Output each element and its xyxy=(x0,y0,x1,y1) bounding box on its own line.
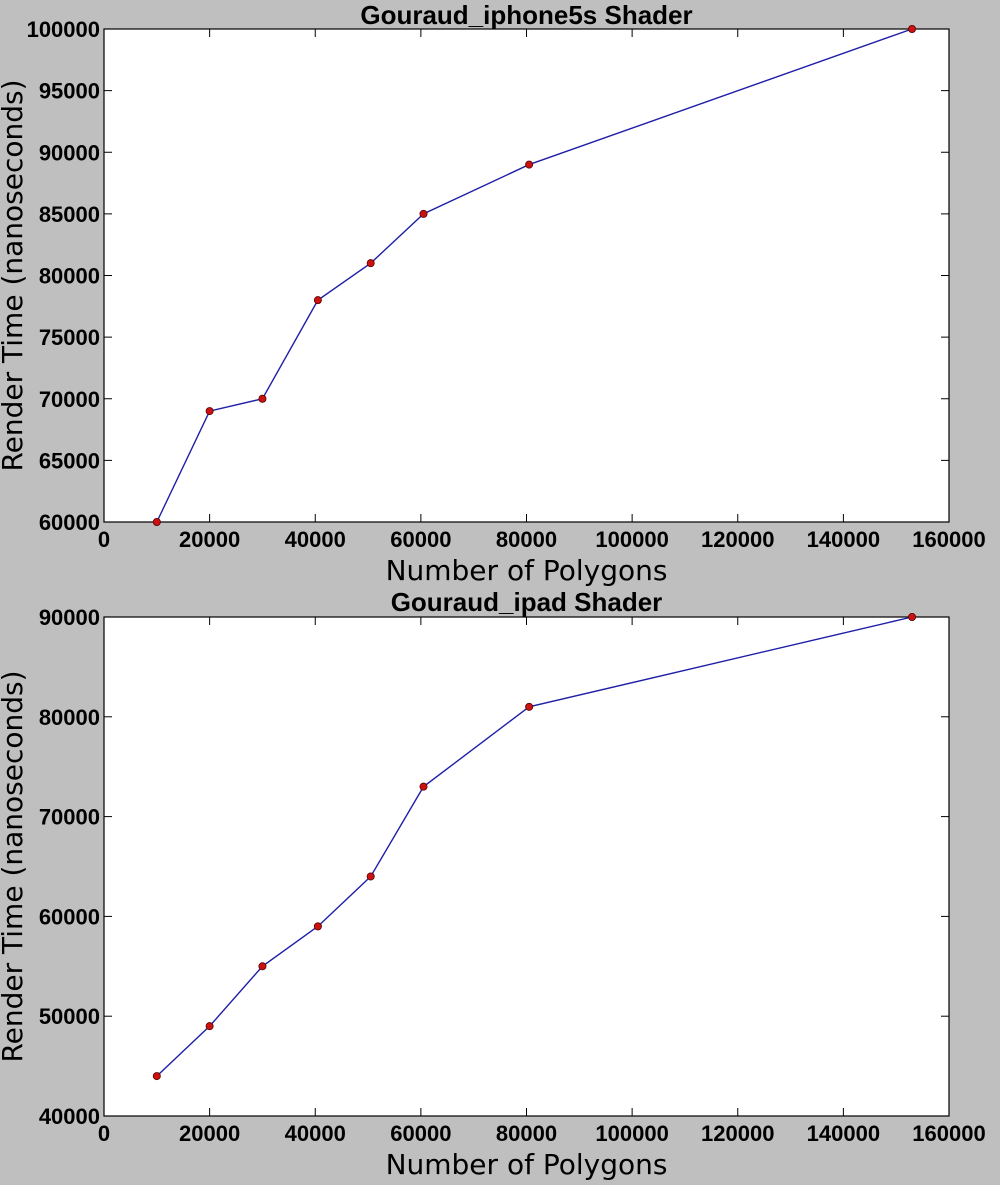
y-tick-label: 60000 xyxy=(39,904,100,929)
x-tick-label: 160000 xyxy=(912,1121,985,1146)
data-point xyxy=(258,962,267,971)
chart-title: Gouraud_iphone5s Shader xyxy=(360,0,692,30)
y-tick-label: 40000 xyxy=(39,1104,100,1129)
x-tick-label: 140000 xyxy=(807,1121,880,1146)
data-point xyxy=(258,394,267,403)
data-point xyxy=(908,613,917,622)
x-tick-label: 20000 xyxy=(179,527,240,552)
y-tick-label: 95000 xyxy=(39,79,100,104)
data-point xyxy=(313,922,322,931)
y-tick-label: 65000 xyxy=(39,448,100,473)
y-tick-label: 90000 xyxy=(39,605,100,630)
y-tick-label: 90000 xyxy=(39,140,100,165)
x-tick-label: 100000 xyxy=(595,1121,668,1146)
data-point xyxy=(366,259,375,268)
series-line xyxy=(156,616,913,1077)
y-tick-label: 85000 xyxy=(39,202,100,227)
x-axis-label: Number of Polygons xyxy=(386,554,668,587)
x-axis-label: Number of Polygons xyxy=(386,1148,668,1181)
data-point xyxy=(419,782,428,791)
y-axis-label: Render Time (nanoseconds) xyxy=(0,79,29,471)
y-tick-label: 50000 xyxy=(39,1004,100,1029)
plot-area xyxy=(103,28,950,523)
x-tick-label: 40000 xyxy=(285,1121,346,1146)
series-line xyxy=(156,28,913,523)
x-tick-label: 100000 xyxy=(595,527,668,552)
data-point xyxy=(205,1022,214,1031)
x-tick-label: 120000 xyxy=(701,527,774,552)
x-tick-label: 140000 xyxy=(807,527,880,552)
x-tick-label: 60000 xyxy=(390,527,451,552)
x-tick-label: 120000 xyxy=(701,1121,774,1146)
data-point xyxy=(419,209,428,218)
data-point xyxy=(152,1072,161,1081)
chart-ipad: Gouraud_ipad Shader 0 20000 40000 60000 80000… xyxy=(0,587,986,1181)
x-tick-label: 40000 xyxy=(285,527,346,552)
y-tick-label: 70000 xyxy=(39,387,100,412)
data-point xyxy=(525,160,534,169)
y-tick-label: 100000 xyxy=(27,17,100,42)
data-point xyxy=(313,296,322,305)
x-tick-label: 80000 xyxy=(496,1121,557,1146)
x-tick-label: 160000 xyxy=(912,527,985,552)
x-tick-label: 0 xyxy=(98,1121,110,1146)
y-tick-label: 80000 xyxy=(39,705,100,730)
data-point xyxy=(525,702,534,711)
x-tick-label: 0 xyxy=(98,527,110,552)
chart-iphone5s: Gouraud_iphone5s Shader 0 20000 40000 60000 8… xyxy=(0,0,986,587)
data-point xyxy=(908,24,917,33)
x-tick-label: 80000 xyxy=(496,527,557,552)
plot-area xyxy=(103,616,950,1117)
y-tick-label: 70000 xyxy=(39,805,100,830)
y-tick-label: 80000 xyxy=(39,264,100,289)
data-point xyxy=(152,518,161,527)
chart-title: Gouraud_ipad Shader xyxy=(391,587,663,617)
y-axis-label: Render Time (nanoseconds) xyxy=(0,670,29,1062)
y-tick-label: 75000 xyxy=(39,325,100,350)
data-point xyxy=(205,407,214,416)
x-tick-label: 20000 xyxy=(179,1121,240,1146)
y-tick-label: 60000 xyxy=(39,510,100,535)
x-tick-label: 60000 xyxy=(390,1121,451,1146)
data-point xyxy=(366,872,375,881)
